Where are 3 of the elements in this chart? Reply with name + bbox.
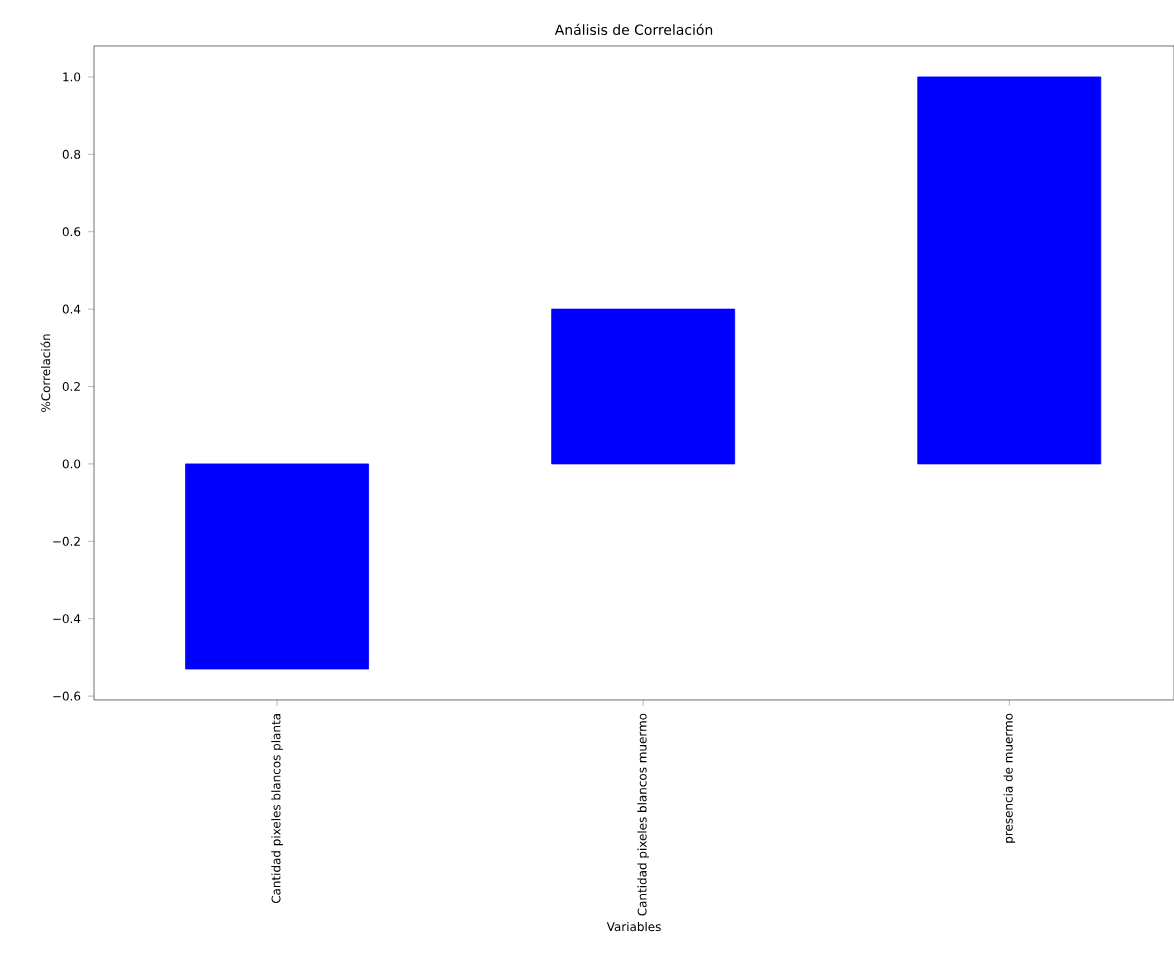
- bar: [551, 308, 736, 465]
- bar: [185, 463, 369, 670]
- bar: [917, 76, 1102, 465]
